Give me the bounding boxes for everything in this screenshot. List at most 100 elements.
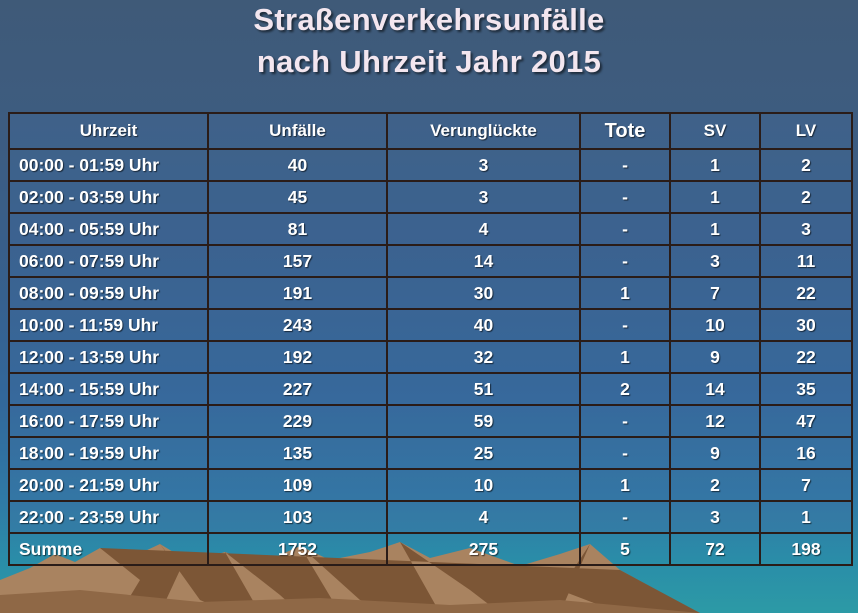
cell-lv: 16 [759,436,853,470]
cell-lv: 35 [759,372,853,406]
cell-sv: 14 [669,372,761,406]
table-row: 12:00 - 13:59 Uhr 192 32 1 9 22 [8,340,853,374]
cell-tote: 1 [579,276,671,310]
cell-time: 00:00 - 01:59 Uhr [8,148,209,182]
total-verunglueckte: 275 [386,532,581,566]
cell-time: 14:00 - 15:59 Uhr [8,372,209,406]
cell-time: 10:00 - 11:59 Uhr [8,308,209,342]
cell-verunglueckte: 3 [386,180,581,214]
header-uhrzeit: Uhrzeit [8,112,209,150]
table-row: 02:00 - 03:59 Uhr 45 3-1 2 [8,180,853,214]
cell-verunglueckte: 14 [386,244,581,278]
total-time: Summe [8,532,209,566]
cell-lv: 7 [759,468,853,502]
cell-unfaelle: 157 [207,244,388,278]
cell-lv: 3 [759,212,853,246]
cell-time: 22:00 - 23:59 Uhr [8,500,209,534]
cell-unfaelle: 103 [207,500,388,534]
cell-lv: 2 [759,180,853,214]
cell-sv: 1 [669,148,761,182]
table-row: 00:00 - 01:59 Uhr 40 3-1 2 [8,148,853,182]
cell-tote: - [579,180,671,214]
cell-sv: 12 [669,404,761,438]
cell-verunglueckte: 32 [386,340,581,374]
cell-verunglueckte: 25 [386,436,581,470]
cell-lv: 22 [759,340,853,374]
cell-sv: 10 [669,308,761,342]
cell-tote: - [579,404,671,438]
cell-sv: 7 [669,276,761,310]
cell-time: 06:00 - 07:59 Uhr [8,244,209,278]
cell-unfaelle: 81 [207,212,388,246]
cell-lv: 11 [759,244,853,278]
table-row: 18:00 - 19:59 Uhr 135 25-9 16 [8,436,853,470]
cell-tote: - [579,436,671,470]
cell-sv: 9 [669,436,761,470]
total-row: Summe 1752 275 5 72 198 [8,532,853,566]
cell-tote: 2 [579,372,671,406]
cell-verunglueckte: 4 [386,212,581,246]
total-unfaelle: 1752 [207,532,388,566]
cell-tote: - [579,500,671,534]
cell-unfaelle: 243 [207,308,388,342]
cell-unfaelle: 191 [207,276,388,310]
cell-time: 04:00 - 05:59 Uhr [8,212,209,246]
cell-time: 16:00 - 17:59 Uhr [8,404,209,438]
table-row: 14:00 - 15:59 Uhr 227 51 2 14 35 [8,372,853,406]
cell-lv: 2 [759,148,853,182]
table-row: 08:00 - 09:59 Uhr 191 30 1 7 22 [8,276,853,310]
total-sv: 72 [669,532,761,566]
cell-sv: 3 [669,500,761,534]
accidents-by-time-table: Uhrzeit Unfälle Verunglückte Tote SV LV … [8,112,853,566]
cell-verunglueckte: 51 [386,372,581,406]
header-verunglueckte: Verunglückte [386,112,581,150]
cell-unfaelle: 109 [207,468,388,502]
total-lv: 198 [759,532,853,566]
cell-time: 02:00 - 03:59 Uhr [8,180,209,214]
cell-unfaelle: 192 [207,340,388,374]
table-row: 22:00 - 23:59 Uhr 103 4-3 1 [8,500,853,534]
cell-sv: 2 [669,468,761,502]
cell-tote: - [579,308,671,342]
cell-lv: 30 [759,308,853,342]
cell-verunglueckte: 3 [386,148,581,182]
table-row: 20:00 - 21:59 Uhr 109 10 1 2 7 [8,468,853,502]
cell-tote: - [579,212,671,246]
total-tote: 5 [579,532,671,566]
table-row: 16:00 - 17:59 Uhr 229 59-12 47 [8,404,853,438]
cell-lv: 1 [759,500,853,534]
cell-verunglueckte: 40 [386,308,581,342]
cell-verunglueckte: 30 [386,276,581,310]
cell-time: 18:00 - 19:59 Uhr [8,436,209,470]
cell-unfaelle: 135 [207,436,388,470]
table-row: 10:00 - 11:59 Uhr 243 40-10 30 [8,308,853,342]
cell-time: 08:00 - 09:59 Uhr [8,276,209,310]
cell-tote: - [579,148,671,182]
title-line-1: Straßenverkehrsunfälle [253,2,605,37]
cell-time: 20:00 - 21:59 Uhr [8,468,209,502]
cell-sv: 1 [669,180,761,214]
header-tote: Tote [579,112,671,150]
table-header-row: Uhrzeit Unfälle Verunglückte Tote SV LV [8,112,853,150]
cell-lv: 22 [759,276,853,310]
cell-unfaelle: 45 [207,180,388,214]
cell-sv: 1 [669,212,761,246]
header-unfaelle: Unfälle [207,112,388,150]
table-row: 04:00 - 05:59 Uhr 81 4-1 3 [8,212,853,246]
cell-tote: 1 [579,340,671,374]
cell-sv: 9 [669,340,761,374]
cell-unfaelle: 229 [207,404,388,438]
cell-time: 12:00 - 13:59 Uhr [8,340,209,374]
cell-sv: 3 [669,244,761,278]
cell-lv: 47 [759,404,853,438]
header-lv: LV [759,112,853,150]
cell-verunglueckte: 4 [386,500,581,534]
title-line-2: nach Uhrzeit Jahr 2015 [256,44,602,79]
table-row: 06:00 - 07:59 Uhr 157 14-3 11 [8,244,853,278]
cell-tote: - [579,244,671,278]
cell-verunglueckte: 59 [386,404,581,438]
cell-tote: 1 [579,468,671,502]
header-sv: SV [669,112,761,150]
cell-unfaelle: 227 [207,372,388,406]
cell-unfaelle: 40 [207,148,388,182]
